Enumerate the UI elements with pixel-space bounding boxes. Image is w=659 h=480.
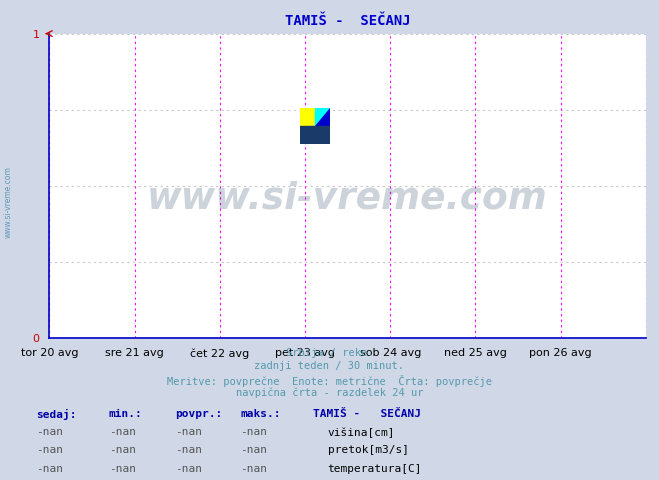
Text: navpična črta - razdelek 24 ur: navpična črta - razdelek 24 ur [236, 388, 423, 398]
Text: Srbija / reke.: Srbija / reke. [286, 348, 373, 358]
Text: -nan: -nan [175, 427, 202, 437]
Polygon shape [300, 126, 330, 144]
Text: TAMIŠ -   SEČANJ: TAMIŠ - SEČANJ [313, 409, 421, 419]
Text: www.si-vreme.com: www.si-vreme.com [3, 166, 13, 238]
Text: pretok[m3/s]: pretok[m3/s] [328, 445, 409, 456]
Polygon shape [300, 108, 315, 126]
Text: povpr.:: povpr.: [175, 409, 222, 419]
Text: -nan: -nan [241, 427, 268, 437]
Text: -nan: -nan [241, 445, 268, 456]
Title: TAMIŠ -  SEČANJ: TAMIŠ - SEČANJ [285, 14, 411, 28]
Text: -nan: -nan [175, 445, 202, 456]
Polygon shape [315, 108, 330, 126]
Text: -nan: -nan [109, 445, 136, 456]
Text: -nan: -nan [241, 464, 268, 474]
Text: -nan: -nan [36, 445, 63, 456]
Text: -nan: -nan [175, 464, 202, 474]
Polygon shape [315, 108, 330, 126]
Text: maks.:: maks.: [241, 409, 281, 419]
Text: sedaj:: sedaj: [36, 409, 76, 420]
Text: -nan: -nan [109, 427, 136, 437]
Text: min.:: min.: [109, 409, 142, 419]
Text: temperatura[C]: temperatura[C] [328, 464, 422, 474]
Text: zadnji teden / 30 minut.: zadnji teden / 30 minut. [254, 361, 405, 371]
Text: -nan: -nan [36, 427, 63, 437]
Text: -nan: -nan [109, 464, 136, 474]
Text: višina[cm]: višina[cm] [328, 427, 395, 438]
Text: www.si-vreme.com: www.si-vreme.com [147, 180, 548, 216]
Text: Meritve: povprečne  Enote: metrične  Črta: povprečje: Meritve: povprečne Enote: metrične Črta:… [167, 375, 492, 387]
Text: -nan: -nan [36, 464, 63, 474]
